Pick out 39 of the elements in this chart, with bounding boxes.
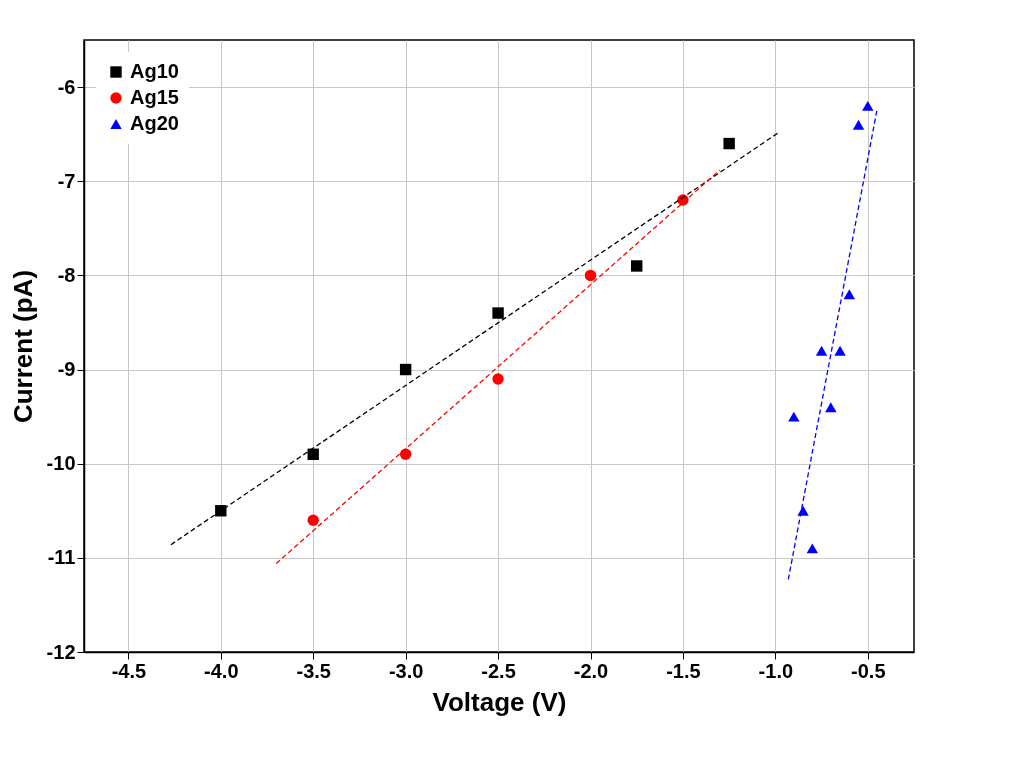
point (492, 373, 504, 385)
point (797, 505, 809, 516)
point (815, 345, 828, 356)
y-tick-label: -12 (46, 640, 76, 663)
x-tick-label: -2.0 (573, 659, 609, 682)
x-tick-label: -1.0 (758, 659, 794, 682)
point (399, 448, 412, 460)
point (399, 363, 412, 376)
point (492, 307, 504, 319)
point (862, 100, 874, 111)
y-tick-label: -9 (57, 358, 76, 381)
point (631, 260, 643, 272)
point (584, 269, 597, 282)
y-tick-label: -8 (57, 263, 76, 286)
x-tick-label: -3.5 (296, 659, 331, 682)
point (723, 137, 735, 150)
x-tick-label: -3.0 (388, 659, 424, 682)
point (307, 514, 319, 526)
point (852, 119, 865, 130)
x-tick-label: -2.5 (481, 659, 516, 682)
x-tick-label: -4.0 (204, 659, 239, 682)
y-tick-label: -10 (46, 452, 76, 475)
point (825, 402, 837, 413)
point (307, 448, 319, 460)
legend-label: Ag15 (130, 86, 179, 108)
legend-label: Ag10 (130, 60, 179, 82)
x-axis-title: Voltage (V) (432, 686, 567, 717)
x-tick-label: -1.5 (666, 659, 701, 682)
y-axis-title: Current (pA) (7, 269, 38, 424)
x-tick-label: -0.5 (851, 659, 886, 682)
y-tick-label: -11 (47, 546, 76, 569)
point (806, 543, 819, 554)
y-tick-label: -6 (57, 75, 76, 98)
point (843, 289, 855, 300)
x-tick-label: -4.5 (111, 659, 147, 682)
y-tick-label: -7 (57, 169, 76, 192)
point (788, 411, 800, 422)
legend-label: Ag20 (130, 112, 179, 134)
point (834, 345, 846, 356)
